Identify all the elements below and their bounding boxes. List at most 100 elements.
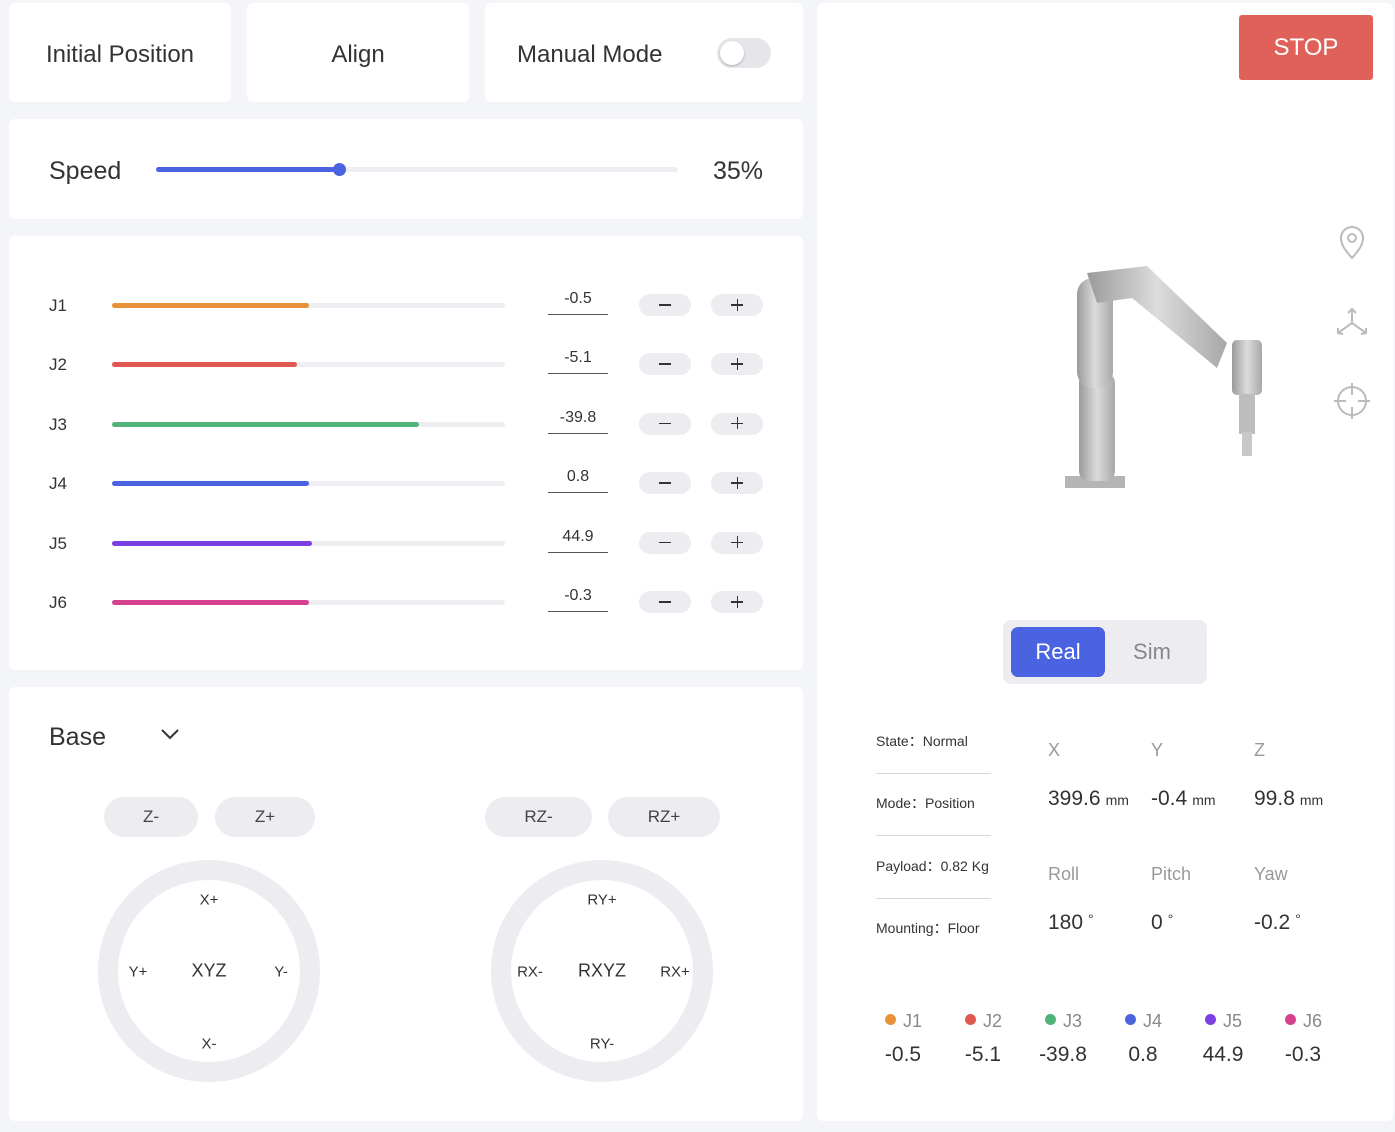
pad-label[interactable]: Y- <box>274 963 288 981</box>
joint-value-input[interactable]: -0.5 <box>548 290 608 315</box>
joint-label: J1 <box>49 296 67 315</box>
legend-label: J1 <box>903 1011 923 1031</box>
plus-icon <box>736 357 738 370</box>
view-icons <box>1334 226 1370 419</box>
frame-select[interactable]: Base <box>49 723 106 751</box>
pose-number: 0 <box>1151 911 1163 934</box>
pose-number: 399.6 <box>1048 787 1101 810</box>
joint-slider[interactable] <box>112 540 505 546</box>
speed-handle[interactable] <box>332 163 346 176</box>
joint-increment[interactable] <box>711 353 763 376</box>
legend-label: J6 <box>1303 1011 1323 1031</box>
manual-mode-toggle[interactable] <box>717 38 771 68</box>
pose-label: Y <box>1151 740 1164 760</box>
joint-decrement[interactable] <box>639 294 691 316</box>
plus-icon <box>736 417 738 430</box>
joint-increment[interactable] <box>711 591 763 613</box>
joint-increment[interactable] <box>711 531 763 554</box>
joint-slider[interactable] <box>112 481 505 487</box>
joint-value-input[interactable]: -5.1 <box>548 349 608 375</box>
pad-label[interactable]: RX+ <box>660 963 690 981</box>
jog-button[interactable]: RZ+ <box>608 797 720 837</box>
joint-label: J5 <box>49 533 67 553</box>
pose-number: -0.2 <box>1254 911 1291 934</box>
pad-label[interactable]: X- <box>201 1035 217 1053</box>
jog-button[interactable]: RZ- <box>485 797 592 837</box>
joint-readout: 0.8 <box>1128 1043 1158 1066</box>
view-mode-option[interactable]: Sim <box>1133 639 1171 664</box>
status-value: Floor <box>947 919 980 936</box>
pad-label[interactable]: RX- <box>517 963 543 981</box>
joint-decrement[interactable] <box>639 412 691 435</box>
minus-icon <box>659 304 671 306</box>
joint-slider[interactable] <box>112 421 505 427</box>
location-icon[interactable] <box>1339 226 1365 260</box>
joint-slider[interactable] <box>112 303 505 308</box>
joint-value-input[interactable]: -39.8 <box>548 409 608 434</box>
joint-increment[interactable] <box>711 412 763 435</box>
jog-button[interactable]: Z- <box>104 797 198 837</box>
pose-value: -0.4 mm <box>1151 787 1216 811</box>
pose-label: Z <box>1254 740 1265 760</box>
legend-dot <box>1205 1014 1216 1025</box>
minus-icon <box>659 541 671 544</box>
dropdown-chevron[interactable] <box>160 727 180 741</box>
separator <box>876 835 991 837</box>
speed-slider[interactable] <box>156 163 678 176</box>
view-mode-option[interactable]: Real <box>1011 627 1105 677</box>
pose-unit: mm <box>1299 792 1324 808</box>
pose-label: X <box>1048 740 1061 760</box>
status-item: Payload：0.82 Kg <box>876 856 989 876</box>
initial-position-button[interactable]: Initial Position <box>9 3 231 102</box>
joint-decrement[interactable] <box>639 531 691 554</box>
minus-icon <box>659 363 671 365</box>
pad-label[interactable]: RY+ <box>587 891 617 909</box>
joint-slider[interactable] <box>112 600 505 605</box>
minus-icon <box>659 482 671 484</box>
joint-readout: -39.8 <box>1039 1043 1087 1066</box>
pose-label: Roll <box>1048 864 1080 884</box>
legend-dot <box>1045 1014 1056 1025</box>
joint-decrement[interactable] <box>639 353 691 376</box>
pad-label[interactable]: X+ <box>199 891 219 909</box>
joint-fill <box>112 421 419 427</box>
status-item: Mounting：Floor <box>876 918 980 938</box>
status-item: Mode：Position <box>876 793 975 813</box>
button-label: Align <box>331 41 385 68</box>
legend-dot <box>1125 1014 1136 1025</box>
joint-slider[interactable] <box>112 362 505 368</box>
joint-readout: -0.5 <box>884 1043 922 1066</box>
joint-increment[interactable] <box>711 294 763 316</box>
joint-value-input[interactable]: 44.9 <box>548 528 608 553</box>
pose-value: -0.2 ° <box>1254 911 1301 935</box>
manual-mode-card: Manual Mode <box>485 3 803 102</box>
joint-decrement[interactable] <box>639 591 691 613</box>
align-button[interactable]: Align <box>247 3 469 102</box>
plus-icon <box>736 298 738 311</box>
stop-button[interactable]: STOP <box>1239 15 1373 80</box>
status-label: State： <box>876 733 923 749</box>
joint-fill <box>112 303 309 308</box>
pose-number: 180 <box>1048 911 1084 934</box>
joint-increment[interactable] <box>711 472 763 495</box>
pad-label[interactable]: Y+ <box>128 963 148 981</box>
joint-readout: -0.3 <box>1284 1043 1322 1066</box>
joint-label: J2 <box>49 355 67 375</box>
viewer-panel: STOP Real Sim State：Normal Mode：Position P… <box>817 3 1393 1121</box>
joint-value-input[interactable]: -0.3 <box>548 587 608 612</box>
pad-center: XYZ <box>191 960 227 981</box>
pose-unit: mm <box>1192 792 1216 808</box>
status-value: Position <box>925 795 975 812</box>
joint-decrement[interactable] <box>639 472 691 495</box>
axes-icon[interactable] <box>1337 307 1367 335</box>
joint-value-input[interactable]: 0.8 <box>548 468 608 494</box>
speed-fill <box>156 167 339 172</box>
pad-label[interactable]: RY- <box>589 1035 615 1053</box>
status-label: Payload： <box>876 857 941 874</box>
pose-value: 399.6 mm <box>1048 787 1129 811</box>
pose-unit: ° <box>1167 911 1174 927</box>
jog-button[interactable]: Z+ <box>215 797 315 837</box>
joint-label: J3 <box>49 414 67 434</box>
separator <box>876 773 991 774</box>
